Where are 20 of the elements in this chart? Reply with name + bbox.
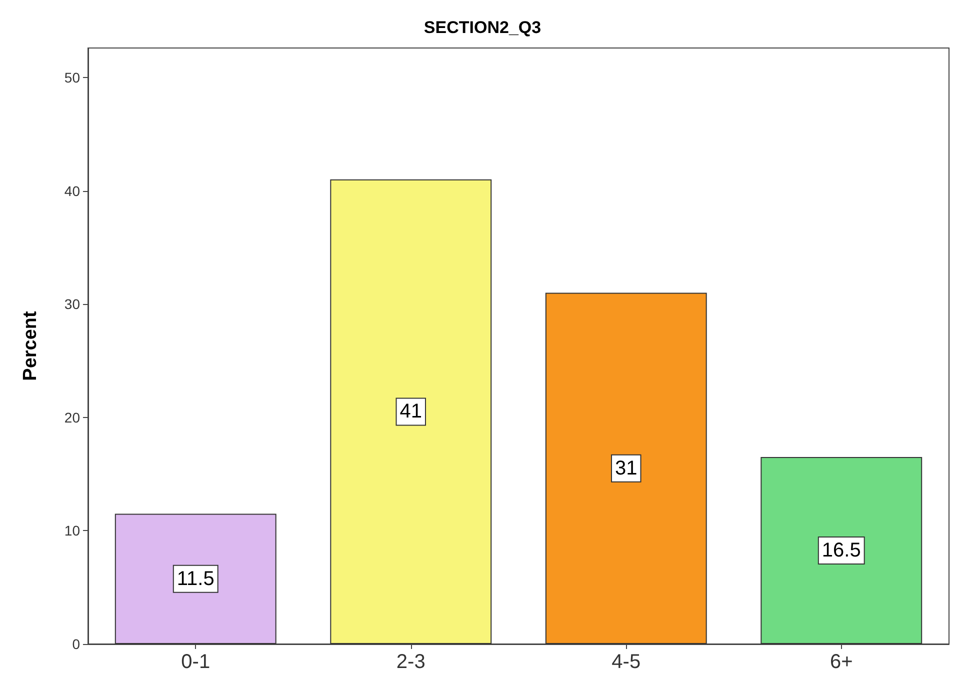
data-label: 41 (400, 400, 422, 423)
bar (330, 179, 492, 644)
x-tick-label: 2-3 (396, 651, 426, 673)
data-label: 31 (615, 457, 638, 480)
bar (114, 514, 276, 644)
y-tick-label: 50 (64, 69, 80, 86)
x-tick-label: 0-1 (181, 651, 210, 673)
y-tick-label: 30 (64, 296, 80, 312)
bar (545, 292, 707, 644)
bar (760, 457, 922, 644)
y-tick-label: 10 (64, 522, 80, 539)
y-axis-title: Percent (20, 310, 41, 381)
x-tick-label: 4-5 (612, 651, 641, 673)
y-tick-label: 0 (72, 636, 80, 652)
data-label: 11.5 (176, 568, 214, 590)
y-tick-label: 40 (64, 182, 80, 199)
chart-title: SECTION2_Q3 (424, 18, 542, 37)
x-tick-label: 6+ (830, 651, 853, 673)
data-label: 16.5 (822, 540, 861, 562)
y-tick-label: 20 (64, 409, 80, 426)
